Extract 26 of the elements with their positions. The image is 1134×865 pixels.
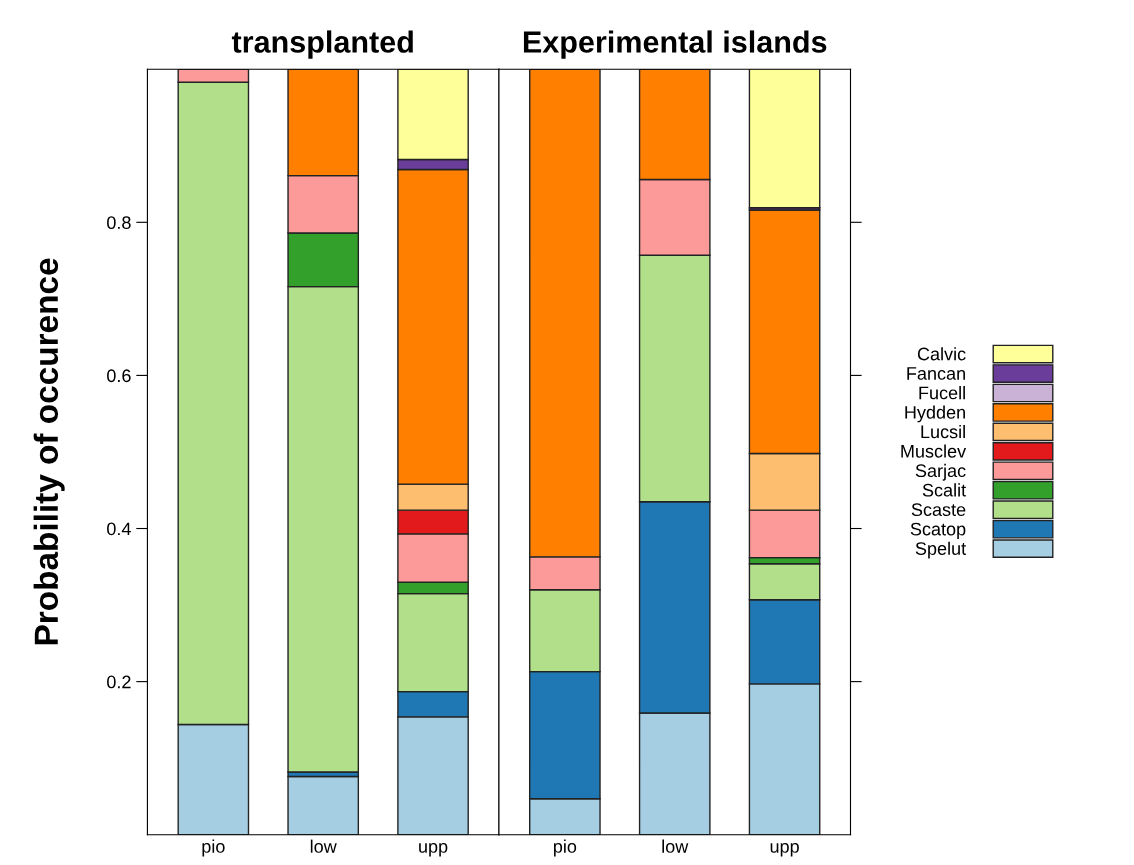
legend-label: Scatop: [910, 522, 966, 540]
y-axis-title: Probability of occurence: [33, 258, 65, 645]
legend-label: Spelut: [915, 541, 966, 559]
bar: [287, 775, 360, 835]
y-tick-label: 0.8: [107, 216, 131, 230]
legend-label: Sarjac: [915, 463, 966, 481]
bar: [748, 69, 821, 209]
legend-label: Fancan: [907, 367, 965, 380]
legend-label: Fucell: [919, 386, 965, 400]
y-tick-label: 0.2: [107, 675, 131, 689]
legend-label: Scalit: [922, 483, 966, 497]
x-tick-label: low: [662, 839, 689, 853]
x-tick-label: low: [310, 839, 337, 853]
x-tick-label: upp: [419, 842, 448, 857]
y-tick-label: 0.6: [107, 369, 131, 383]
x-tick-label: pio: [202, 839, 225, 857]
legend-label: Scaste: [911, 503, 966, 517]
y-tick-label: 0.4: [107, 522, 131, 536]
legend-label: Lucsil: [921, 424, 965, 439]
legend-label: Musclev: [901, 444, 967, 458]
chart-title: Experimental islands: [523, 30, 827, 59]
legend-label: Calvic: [917, 347, 966, 361]
x-tick-label: upp: [770, 842, 799, 857]
x-tick-label: pio: [553, 839, 577, 857]
chart-title: transplanted: [231, 30, 413, 59]
legend-label: Hydden: [905, 405, 965, 423]
